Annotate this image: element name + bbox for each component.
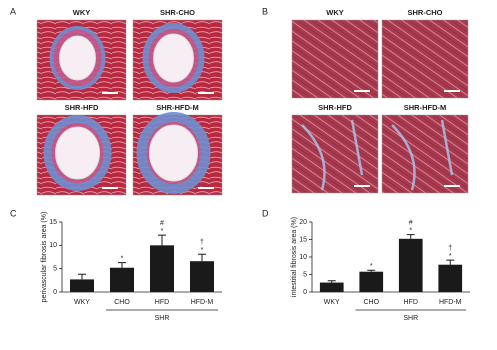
significance-marker: * [161,228,164,235]
significance-marker: # [409,219,413,226]
x-tick-label: HFD [155,299,169,306]
scale-bar [198,92,214,94]
y-tick-label: 5 [53,266,57,273]
significance-marker: * [370,263,373,270]
scale-bar [444,185,460,187]
y-axis-label: perivascular fibrosis area (%) [41,212,48,303]
image-label: SHR-CHO [160,8,195,17]
significance-marker: * [409,227,412,234]
fibrosis-streak [301,119,364,191]
scale-bar [102,92,118,94]
significance-marker: † [448,245,452,252]
significance-marker: # [160,220,164,227]
x-tick-label: HFD-M [191,299,214,306]
panel-letter: A [10,6,16,16]
significance-marker: * [201,247,204,254]
error-bar [118,262,126,268]
bar [190,261,214,292]
scale-bar [444,90,460,92]
error-bar [198,253,206,262]
y-tick-label: 0 [53,289,57,296]
image-label: SHR-HFD-M [404,103,447,112]
panel-letter: C [10,208,17,218]
panel-letter: D [262,208,269,218]
y-axis-label: intestitial fibrosis area (%) [291,217,298,297]
error-bar [367,269,376,272]
error-bar [446,259,455,265]
bar [398,238,423,292]
image-label: SHR-HFD [65,103,99,112]
histology-image [291,19,379,99]
error-bar [406,234,415,239]
vessel-lumen [149,124,198,182]
x-tick-label: CHO [114,299,130,306]
x-tick-label: WKY [324,299,340,306]
vessel-lumen [59,35,96,81]
error-bar [78,273,86,280]
group-label: SHR [155,315,170,322]
fibrosis-streak [391,119,454,191]
vessel-lumen [153,33,194,83]
histology-image [381,19,469,99]
histology-image [381,114,469,194]
y-tick-label: 20 [299,219,307,226]
x-tick-label: HFD-M [439,299,462,306]
image-label: WKY [73,8,91,17]
bar [110,267,134,292]
panel-letter: B [262,6,268,16]
error-bar [327,280,336,283]
group-label: SHR [403,315,418,322]
significance-marker: * [121,255,124,262]
x-tick-label: WKY [74,299,90,306]
y-tick-label: 0 [303,289,307,296]
bar [70,279,94,292]
y-tick-label: 10 [299,254,307,261]
bar [319,282,344,292]
bar [438,264,463,292]
x-tick-label: CHO [363,299,379,306]
scale-bar [354,90,370,92]
significance-marker: * [449,253,452,260]
scale-bar [198,187,214,189]
image-label: SHR-CHO [408,8,443,17]
bar [359,271,384,292]
bar [150,245,174,292]
x-tick-label: HFD [404,299,418,306]
image-label: WKY [326,8,344,17]
y-tick-label: 15 [49,219,57,226]
significance-marker: † [200,239,204,246]
image-label: SHR-HFD-M [156,103,199,112]
y-tick-label: 5 [303,271,307,278]
y-tick-label: 10 [49,242,57,249]
image-label: SHR-HFD [318,103,352,112]
vessel-lumen [55,126,100,180]
scale-bar [354,185,370,187]
error-bar [158,234,166,246]
y-tick-label: 15 [299,236,307,243]
scale-bar [102,187,118,189]
